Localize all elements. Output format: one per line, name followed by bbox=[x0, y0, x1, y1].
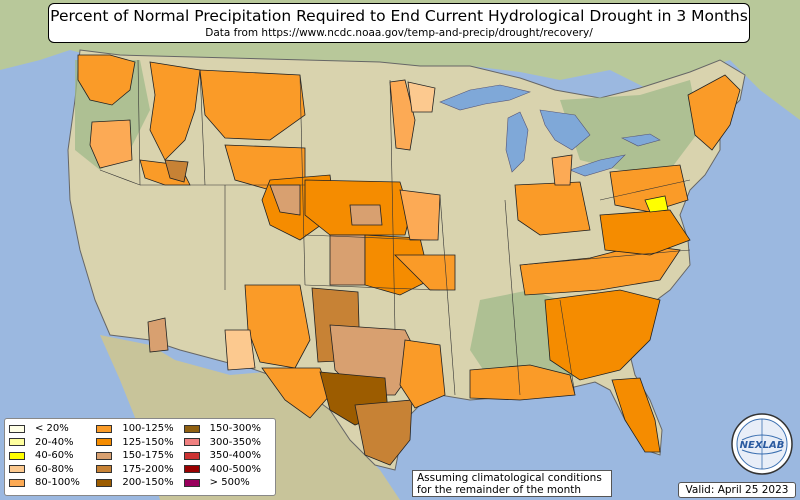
legend-item: 20-40% bbox=[9, 436, 96, 450]
legend-swatch bbox=[9, 465, 25, 474]
legend-label: 100-125% bbox=[122, 423, 174, 435]
legend-item: > 500% bbox=[183, 476, 271, 490]
logo-text: NEXLAB bbox=[740, 440, 785, 451]
legend-swatch bbox=[183, 438, 200, 447]
legend-item: 300-350% bbox=[183, 436, 271, 450]
region-minnesota bbox=[389, 79, 416, 151]
legend-column-1: < 20% 20-40% 40-60% 60-80% 80-100% bbox=[9, 422, 96, 495]
legend-swatch bbox=[9, 438, 25, 447]
assumption-note-line-1: Assuming climatological conditions bbox=[417, 472, 602, 484]
legend-item: 400-500% bbox=[183, 463, 271, 477]
lake-huron bbox=[539, 109, 591, 151]
lake-ontario bbox=[621, 133, 661, 147]
legend-swatch bbox=[96, 465, 113, 474]
legend-column-3: 150-300% 300-350% 350-400% 400-500% > 50… bbox=[183, 422, 271, 495]
region-tennessee-ky bbox=[519, 244, 681, 296]
legend-item: 40-60% bbox=[9, 449, 96, 463]
legend: < 20% 20-40% 40-60% 60-80% 80-100% 100-1… bbox=[4, 418, 276, 496]
legend-swatch bbox=[96, 451, 113, 460]
region-florida bbox=[611, 377, 661, 453]
legend-label: 60-80% bbox=[35, 463, 74, 475]
region-arkansas bbox=[394, 254, 456, 291]
drought-regions bbox=[77, 54, 741, 466]
legend-label: > 500% bbox=[209, 477, 250, 489]
legend-item: < 20% bbox=[9, 422, 96, 436]
region-idaho bbox=[149, 61, 201, 161]
legend-swatch bbox=[183, 465, 200, 474]
legend-label: 200-150% bbox=[122, 477, 174, 489]
map-subtitle: Data from https://www.ncdc.noaa.gov/temp… bbox=[205, 27, 593, 39]
legend-label: 40-60% bbox=[35, 450, 74, 462]
legend-label: 150-300% bbox=[209, 423, 261, 435]
region-baja-border bbox=[147, 317, 169, 353]
legend-item: 60-80% bbox=[9, 463, 96, 477]
title-box: Percent of Normal Precipitation Required… bbox=[48, 3, 750, 43]
region-mn-light bbox=[407, 81, 436, 113]
legend-swatch bbox=[9, 451, 25, 460]
region-iowa-mo bbox=[399, 189, 441, 241]
legend-column-2: 100-125% 125-150% 150-175% 175-200% 200-… bbox=[96, 422, 183, 495]
region-pennsylvania-ny bbox=[609, 164, 689, 213]
legend-swatch bbox=[183, 478, 200, 487]
region-south-texas bbox=[354, 399, 413, 466]
valid-date: Valid: April 25 2023 bbox=[678, 482, 796, 498]
nexlab-logo: NEXLAB bbox=[731, 413, 793, 475]
region-oklahoma-tan bbox=[329, 234, 366, 286]
state-borders bbox=[99, 59, 691, 396]
legend-label: 300-350% bbox=[209, 436, 261, 448]
legend-item: 150-300% bbox=[183, 422, 271, 436]
legend-swatch bbox=[96, 478, 113, 487]
lake-michigan bbox=[505, 111, 529, 173]
legend-swatch bbox=[183, 424, 200, 433]
legend-label: 350-400% bbox=[209, 450, 261, 462]
legend-swatch bbox=[9, 424, 25, 433]
legend-item: 150-175% bbox=[96, 449, 183, 463]
region-az-light bbox=[224, 329, 256, 371]
legend-item: 100-125% bbox=[96, 422, 183, 436]
legend-label: < 20% bbox=[35, 423, 69, 435]
legend-label: 20-40% bbox=[35, 436, 74, 448]
region-east-texas bbox=[399, 339, 446, 409]
region-oregon-a bbox=[89, 119, 133, 169]
lake-erie bbox=[569, 154, 626, 177]
region-kansas-tan bbox=[349, 204, 383, 226]
region-west-texas bbox=[261, 367, 331, 419]
legend-item: 175-200% bbox=[96, 463, 183, 477]
legend-swatch bbox=[96, 438, 113, 447]
legend-swatch bbox=[96, 424, 113, 433]
forest-northeast bbox=[560, 80, 700, 170]
assumption-note: Assuming climatological conditions for t… bbox=[412, 470, 612, 497]
region-georgia-carolinas bbox=[544, 289, 661, 381]
region-washington bbox=[77, 54, 136, 106]
assumption-note-line-2: for the remainder of the month bbox=[417, 484, 582, 496]
legend-label: 150-175% bbox=[122, 450, 174, 462]
map-title: Percent of Normal Precipitation Required… bbox=[50, 7, 748, 25]
lake-superior bbox=[439, 84, 531, 111]
region-new-england bbox=[687, 74, 741, 151]
legend-label: 125-150% bbox=[122, 436, 174, 448]
legend-item: 125-150% bbox=[96, 436, 183, 450]
legend-swatch bbox=[9, 478, 25, 487]
region-michigan bbox=[551, 154, 573, 186]
legend-swatch bbox=[183, 451, 200, 460]
legend-label: 400-500% bbox=[209, 463, 261, 475]
region-nev-brown bbox=[164, 159, 189, 183]
legend-item: 200-150% bbox=[96, 476, 183, 490]
legend-item: 80-100% bbox=[9, 476, 96, 490]
legend-item: 350-400% bbox=[183, 449, 271, 463]
legend-label: 175-200% bbox=[122, 463, 174, 475]
region-maryland-yellow bbox=[644, 195, 669, 213]
legend-label: 80-100% bbox=[35, 477, 80, 489]
